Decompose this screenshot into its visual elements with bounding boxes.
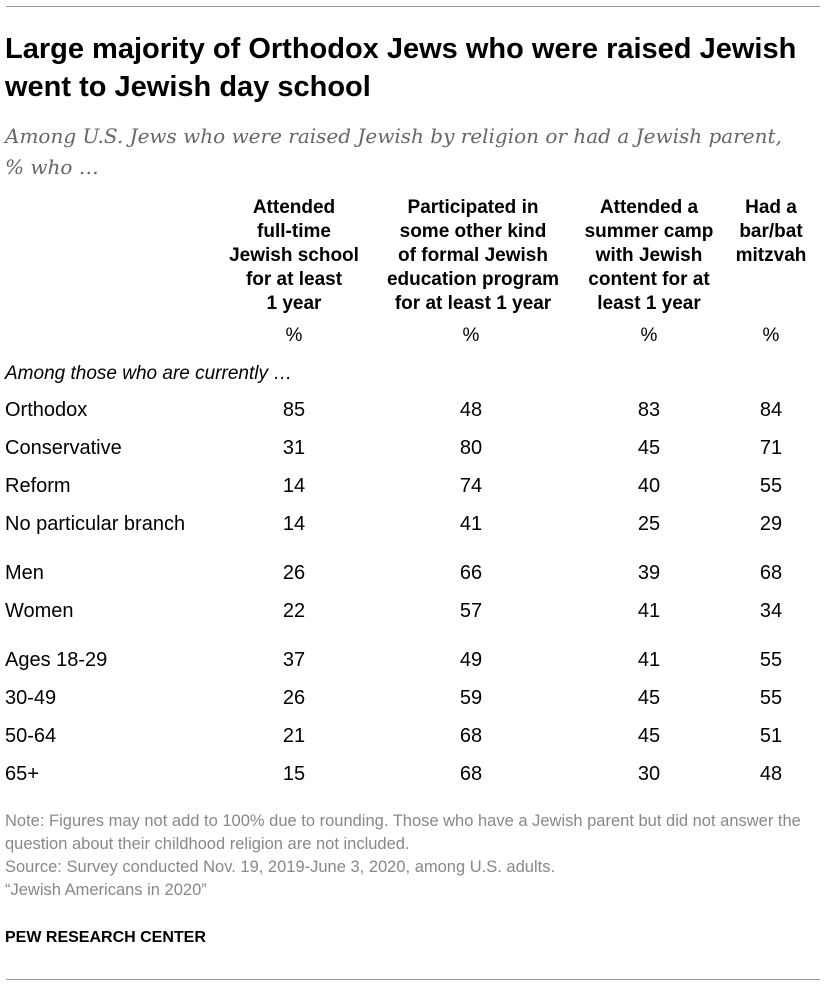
column-header-line: Had a (745, 197, 797, 218)
table-row: Conservative 31 80 45 71 (0, 433, 840, 463)
data-value: 83 (637, 399, 661, 421)
row-label: Conservative (5, 437, 122, 459)
table-row: Women 22 57 41 34 (0, 596, 840, 626)
column-header-full-time-school: Attended full-time Jewish school for at lea… (216, 196, 372, 316)
data-value: 48 (459, 399, 483, 421)
data-value: 68 (759, 562, 783, 584)
unit-label: % (640, 325, 658, 346)
top-rule (6, 6, 820, 7)
section-label: Among those who are currently … (5, 363, 293, 384)
column-header-line: some other kind (399, 221, 547, 242)
row-label: 50-64 (5, 725, 57, 747)
data-value: 15 (282, 763, 306, 785)
row-label: 65+ (5, 763, 39, 785)
data-value: 45 (637, 437, 661, 459)
data-value: 14 (282, 513, 306, 535)
column-header-summer-camp: Attended a summer camp with Jewish content … (576, 196, 722, 316)
row-label: Orthodox (5, 399, 88, 421)
column-header-line: Attended (252, 197, 336, 218)
data-value: 21 (282, 725, 306, 747)
row-label: Men (5, 562, 44, 584)
table-row: Men 26 66 39 68 (0, 558, 840, 588)
column-header-line: bar/bat (739, 221, 803, 242)
data-value: 25 (637, 513, 661, 535)
unit-label: % (285, 325, 303, 346)
source-text: Source: Survey conducted Nov. 19, 2019-J… (5, 858, 556, 876)
row-label: No particular branch (5, 513, 186, 535)
row-label: Ages 18-29 (5, 649, 108, 671)
chart-title: Large majority of Orthodox Jews who were… (5, 33, 797, 103)
data-value: 39 (637, 562, 661, 584)
column-header-line: education program (386, 269, 560, 290)
column-header-line: least 1 year (597, 293, 701, 314)
data-value: 30 (637, 763, 661, 785)
data-value: 68 (459, 763, 483, 785)
data-value: 22 (282, 600, 306, 622)
brand-logo-text: PEW RESEARCH CENTER (5, 929, 206, 946)
notes: Note: Figures may not add to 100% due to… (5, 810, 805, 902)
data-value: 74 (459, 475, 483, 497)
data-value: 41 (637, 600, 661, 622)
data-value: 68 (459, 725, 483, 747)
column-header-line: Jewish school (229, 245, 359, 266)
table-row: 65+ 15 68 30 48 (0, 759, 840, 789)
data-value: 37 (282, 649, 306, 671)
data-value: 14 (282, 475, 306, 497)
report-title: “Jewish Americans in 2020” (5, 881, 207, 899)
column-header-line: of formal Jewish (398, 245, 548, 266)
data-value: 49 (459, 649, 483, 671)
table-row: Ages 18-29 37 49 41 55 (0, 645, 840, 675)
data-value: 29 (759, 513, 783, 535)
data-value: 51 (759, 725, 783, 747)
column-header-line: with Jewish (595, 245, 703, 266)
data-value: 41 (637, 649, 661, 671)
column-header-line: for at least 1 year (394, 293, 552, 314)
table-row: No particular branch 14 41 25 29 (0, 509, 840, 539)
table-row: 50-64 21 68 45 51 (0, 721, 840, 751)
bottom-rule (6, 979, 820, 980)
data-value: 59 (459, 687, 483, 709)
chart-subtitle: Among U.S. Jews who were raised Jewish b… (5, 124, 782, 179)
table-row: Reform 14 74 40 55 (0, 471, 840, 501)
column-header-line: Attended a (599, 197, 699, 218)
note-text: Note: Figures may not add to 100% due to… (5, 812, 801, 853)
row-label: Women (5, 600, 74, 622)
data-value: 48 (759, 763, 783, 785)
table-row: Orthodox 85 48 83 84 (0, 395, 840, 425)
data-value: 40 (637, 475, 661, 497)
row-label: Reform (5, 475, 71, 497)
column-header-line: full-time (257, 221, 331, 242)
data-value: 26 (282, 562, 306, 584)
data-value: 57 (459, 600, 483, 622)
column-header-line: for at least (245, 269, 343, 290)
data-value: 85 (282, 399, 306, 421)
unit-label: % (762, 325, 780, 346)
data-value: 45 (637, 725, 661, 747)
data-value: 55 (759, 475, 783, 497)
table-row: 30-49 26 59 45 55 (0, 683, 840, 713)
column-header-line: 1 year (266, 293, 322, 314)
data-value: 80 (459, 437, 483, 459)
column-header-line: Participated in (407, 197, 539, 218)
column-header-bar-bat-mitzvah: Had a bar/bat mitzvah (725, 196, 817, 268)
data-value: 66 (459, 562, 483, 584)
data-value: 55 (759, 649, 783, 671)
column-header-line: summer camp (584, 221, 714, 242)
data-value: 26 (282, 687, 306, 709)
row-label: 30-49 (5, 687, 57, 709)
column-header-other-education: Participated in some other kind of formal … (373, 196, 573, 316)
data-value: 84 (759, 399, 783, 421)
data-value: 71 (759, 437, 783, 459)
data-value: 45 (637, 687, 661, 709)
column-header-line: content for at (588, 269, 710, 290)
data-value: 34 (759, 600, 783, 622)
data-value: 41 (459, 513, 483, 535)
data-value: 31 (282, 437, 306, 459)
data-value: 55 (759, 687, 783, 709)
unit-label: % (462, 325, 480, 346)
column-header-line: mitzvah (735, 245, 807, 266)
